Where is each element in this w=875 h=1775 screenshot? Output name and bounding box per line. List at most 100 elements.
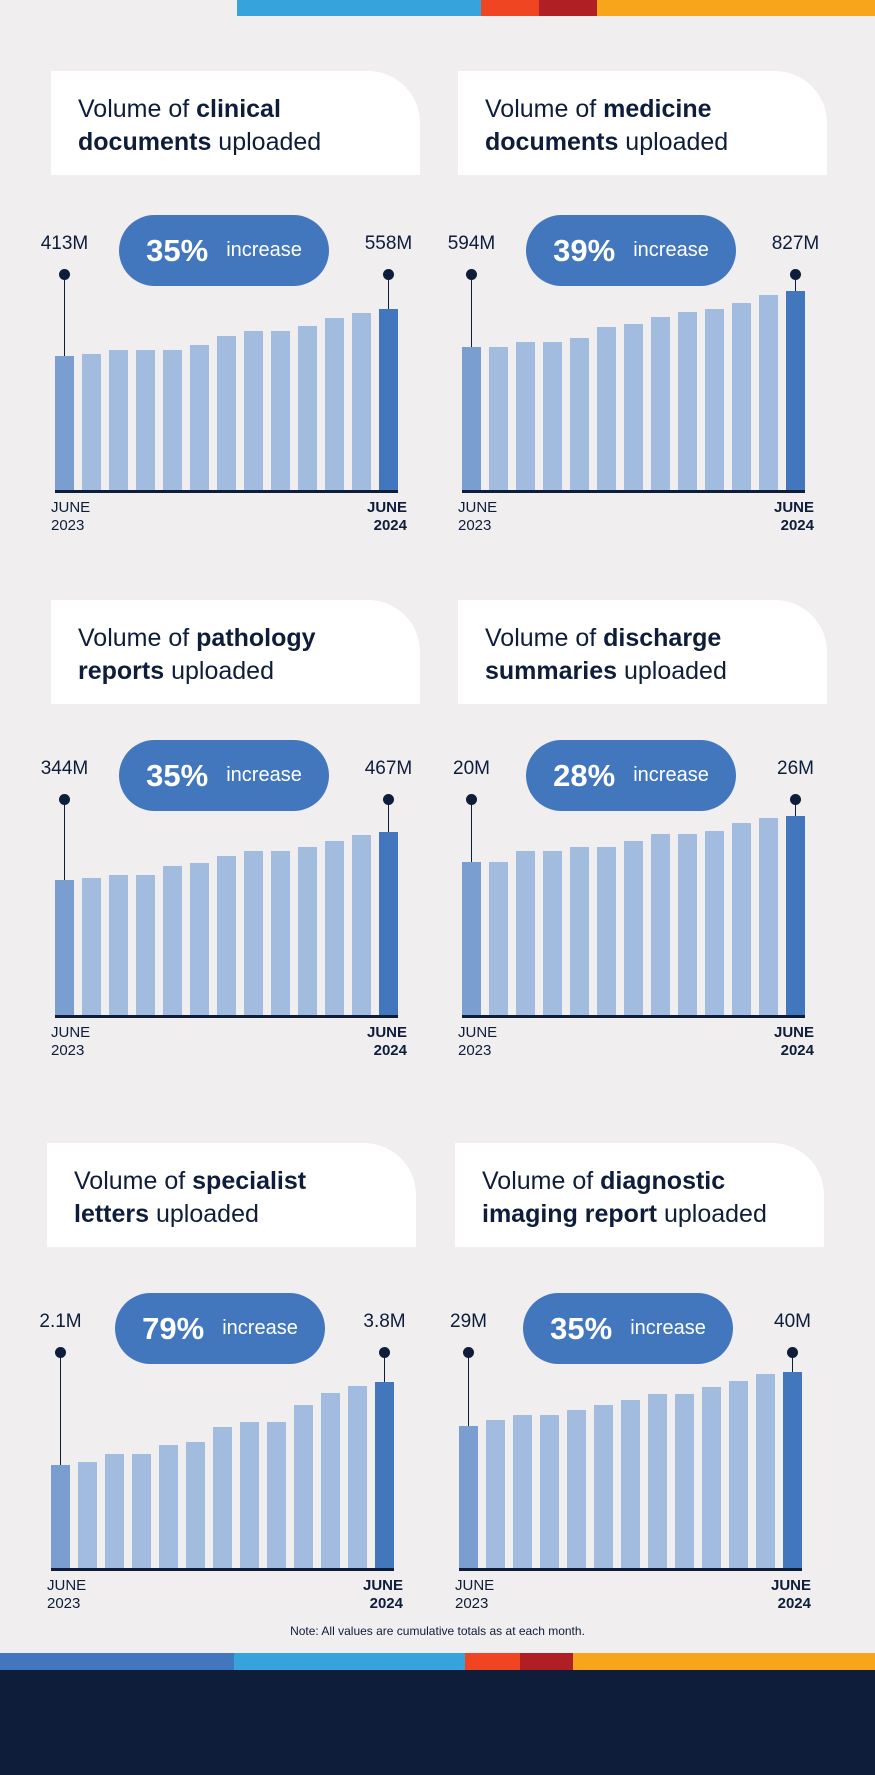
callout-dot	[379, 1346, 390, 1358]
callout-dot	[463, 1346, 474, 1358]
chart-title-card: Volume of specialist letters uploaded	[47, 1143, 416, 1247]
bar	[348, 1386, 367, 1568]
bar	[105, 1454, 124, 1568]
increase-label: increase	[226, 764, 302, 786]
stripe-segment	[539, 0, 597, 16]
stripe-segment	[465, 1653, 520, 1670]
value-label: 558M	[364, 233, 413, 254]
stripe-segment	[234, 1653, 465, 1670]
value-label: 594M	[447, 233, 496, 254]
stripe-segment	[481, 0, 539, 16]
bar	[729, 1381, 748, 1568]
bar	[651, 316, 670, 490]
callout-dot	[466, 793, 477, 805]
x-label-start: JUNE 2023	[47, 1577, 86, 1613]
chart-panel: Volume of diagnostic imaging report uploa…	[450, 0, 825, 1775]
x-label-line: 2024	[373, 1042, 407, 1059]
x-label-line: JUNE	[362, 1577, 403, 1594]
callout-line	[470, 274, 473, 348]
bar	[82, 353, 101, 490]
x-label-line: 2024	[777, 1595, 811, 1612]
title-prefix: Volume of	[74, 1167, 193, 1195]
bar	[624, 841, 643, 1015]
bar	[132, 1454, 151, 1568]
bar	[51, 1465, 70, 1568]
bar	[325, 317, 344, 490]
x-label-end: JUNE 2024	[771, 1577, 811, 1613]
callout-dot	[790, 268, 801, 280]
x-label-line: JUNE	[366, 499, 407, 516]
title-line: Volume of specialist	[74, 1165, 416, 1198]
title-bold: letters	[74, 1200, 150, 1228]
bar	[756, 1374, 775, 1568]
bar	[213, 1427, 232, 1568]
increase-percent: 39%	[553, 232, 616, 268]
title-bold: documents	[78, 128, 212, 156]
x-label-line: 2024	[369, 1595, 403, 1612]
callout-line	[383, 1352, 386, 1382]
increase-label: increase	[630, 1317, 706, 1339]
bar	[159, 1445, 178, 1568]
value-label: 29M	[450, 1311, 487, 1332]
increase-label: increase	[226, 239, 302, 261]
bar	[543, 342, 562, 490]
value-label: 827M	[771, 233, 820, 254]
bar	[462, 347, 481, 490]
x-axis-baseline	[459, 1568, 802, 1571]
bar	[516, 342, 535, 490]
bar	[702, 1387, 721, 1568]
title-prefix: Volume of	[485, 95, 604, 123]
bar	[190, 862, 209, 1015]
increase-badge: 79% increase	[115, 1293, 325, 1364]
title-prefix: Volume of	[485, 624, 604, 652]
value-label: 344M	[40, 758, 89, 779]
x-label-line: JUNE	[458, 1024, 498, 1041]
bar	[244, 331, 263, 490]
x-label-line: 2023	[47, 1595, 81, 1612]
callout-dot	[790, 793, 801, 805]
bar	[109, 349, 128, 490]
title-bold: documents	[485, 128, 619, 156]
value-label: 3.8M	[363, 1311, 406, 1332]
bar	[759, 294, 778, 490]
x-label-line: 2023	[51, 517, 85, 534]
x-axis-baseline	[462, 1015, 805, 1018]
increase-percent: 28%	[553, 757, 616, 793]
increase-badge: 35% increase	[119, 215, 329, 286]
x-label-start: JUNE 2023	[458, 1024, 497, 1060]
title-prefix: Volume of	[78, 624, 197, 652]
bar	[648, 1394, 667, 1568]
x-label-end: JUNE 2024	[774, 1024, 814, 1060]
title-line: Volume of diagnostic	[482, 1165, 824, 1198]
bar	[217, 855, 236, 1015]
x-label-line: 2024	[780, 517, 814, 534]
stripe-segment	[597, 0, 875, 16]
title-line: Volume of pathology	[78, 622, 420, 655]
footnote: Note: All values are cumulative totals a…	[290, 1624, 585, 1638]
stripe-segment	[573, 1653, 875, 1670]
x-label-line: JUNE	[773, 499, 814, 516]
bar	[597, 847, 616, 1015]
increase-badge: 35% increase	[523, 1293, 733, 1364]
title-suffix: uploaded	[657, 1200, 767, 1228]
bar	[705, 830, 724, 1015]
title-line: documents uploaded	[78, 126, 420, 159]
x-label-line: JUNE	[51, 1024, 91, 1041]
bar	[136, 349, 155, 490]
bar	[678, 834, 697, 1015]
bar	[675, 1394, 694, 1568]
title-line: reports uploaded	[78, 655, 420, 688]
bar	[163, 866, 182, 1015]
chart-panel: Volume of discharge summaries uploaded 28%…	[453, 0, 828, 1775]
title-suffix: uploaded	[149, 1200, 259, 1228]
chart-title-card: Volume of pathology reports uploaded	[51, 600, 420, 704]
value-label: 413M	[40, 233, 89, 254]
bar	[186, 1441, 205, 1568]
stripe-segment	[0, 1653, 234, 1670]
increase-percent: 35%	[146, 757, 209, 793]
bar	[786, 816, 805, 1015]
bar	[271, 851, 290, 1015]
title-bold: clinical	[196, 95, 281, 123]
increase-label: increase	[633, 239, 709, 261]
bar	[516, 851, 535, 1015]
